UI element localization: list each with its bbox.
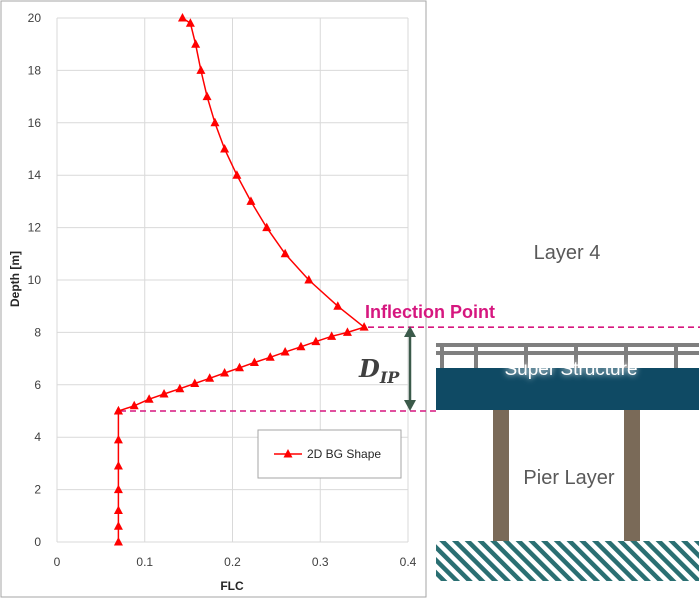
y-tick-label-4: 8: [34, 325, 41, 339]
y-tick-label-1: 2: [34, 483, 41, 497]
data-point-33: [196, 65, 206, 74]
data-point-24: [333, 301, 343, 310]
ground-hatch: [436, 541, 699, 581]
x-tick-label-2: 0.2: [224, 555, 241, 569]
super-structure-deck: [436, 368, 699, 410]
data-point-29: [232, 170, 242, 179]
data-point-20: [311, 336, 321, 346]
x-tick-label-0: 0: [54, 555, 61, 569]
y-tick-label-5: 10: [28, 273, 42, 287]
x-tick-label-1: 0.1: [136, 555, 153, 569]
series-line-2d-bg-shape: [117, 17, 366, 542]
layer-4-label: Layer 4: [534, 242, 601, 264]
data-point-3: [113, 484, 123, 494]
data-point-16: [249, 357, 259, 367]
y-axis-title: Depth [m]: [8, 251, 22, 307]
y-tick-label-7: 14: [28, 168, 42, 182]
data-point-1: [113, 521, 123, 530]
data-point-11: [175, 383, 185, 393]
data-point-30: [220, 144, 230, 153]
data-point-32: [202, 91, 212, 101]
data-point-27: [262, 222, 272, 232]
y-tick-label-6: 12: [28, 221, 42, 235]
data-point-18: [280, 347, 290, 356]
x-axis-title: FLC: [220, 579, 244, 593]
data-point-10: [159, 388, 169, 398]
legend-triangle-marker: [283, 449, 293, 458]
data-point-25: [304, 275, 314, 284]
y-tick-label-9: 18: [28, 63, 42, 77]
data-point-22: [342, 327, 352, 336]
x-tick-label-4: 0.4: [400, 555, 417, 569]
data-point-31: [210, 117, 220, 127]
data-point-14: [220, 368, 230, 377]
dip-label: DIP: [358, 354, 400, 387]
data-point-13: [205, 373, 215, 382]
chart-frame: [0, 0, 427, 598]
y-tick-labels: 0 2 4 6 8 10 12 14 16 18 20: [28, 11, 42, 549]
data-point-7: [113, 406, 123, 415]
x-tick-labels: 0 0.1 0.2 0.3 0.4: [54, 555, 417, 569]
data-point-23: [359, 322, 369, 331]
data-point-35: [185, 18, 195, 27]
data-point-9: [144, 394, 154, 403]
data-point-28: [246, 196, 256, 205]
data-point-17: [265, 352, 275, 361]
y-tick-label-0: 0: [34, 535, 41, 549]
super-structure-label: Super Structure: [504, 359, 637, 380]
data-point-12: [190, 378, 200, 387]
data-point-19: [296, 341, 306, 351]
data-point-26: [280, 248, 290, 258]
data-point-21: [327, 331, 337, 340]
y-tick-label-2: 4: [34, 430, 41, 444]
data-point-15: [235, 362, 245, 372]
data-point-36: [177, 13, 187, 22]
y-tick-label-10: 20: [28, 11, 42, 25]
x-tick-label-3: 0.3: [312, 555, 329, 569]
series-markers: [113, 13, 369, 546]
data-point-2: [113, 505, 123, 515]
y-tick-label-8: 16: [28, 116, 42, 130]
data-point-4: [113, 461, 123, 470]
data-point-8: [129, 400, 139, 410]
inflection-point-label: Inflection Point: [365, 302, 495, 322]
data-point-34: [191, 39, 201, 48]
pier-layer-label: Pier Layer: [523, 467, 614, 489]
data-point-0: [113, 537, 123, 546]
legend: 2D BG Shape: [257, 429, 402, 479]
gridlines: [56, 17, 409, 543]
pier-right: [624, 410, 640, 541]
data-point-5: [113, 434, 123, 444]
legend-label: 2D BG Shape: [307, 447, 381, 461]
y-tick-label-3: 6: [34, 378, 41, 392]
dip-subscript: IP: [379, 368, 400, 387]
deck-railing: [436, 343, 699, 369]
super-structure-glow: Super Structure: [504, 359, 637, 380]
dip-main: D: [358, 354, 380, 383]
pier-left: [493, 410, 509, 541]
dip-double-arrow: [404, 326, 416, 411]
